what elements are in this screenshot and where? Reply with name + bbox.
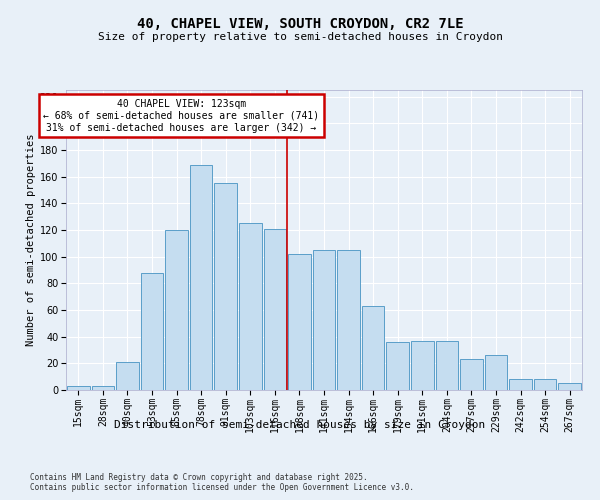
Bar	[460, 360, 483, 390]
Bar	[263, 228, 286, 390]
Bar	[214, 184, 237, 390]
Bar	[485, 356, 508, 390]
Bar	[288, 254, 311, 390]
Text: Size of property relative to semi-detached houses in Croydon: Size of property relative to semi-detach…	[97, 32, 503, 42]
Bar	[165, 230, 188, 390]
Text: 40, CHAPEL VIEW, SOUTH CROYDON, CR2 7LE: 40, CHAPEL VIEW, SOUTH CROYDON, CR2 7LE	[137, 18, 463, 32]
Text: 40 CHAPEL VIEW: 123sqm
← 68% of semi-detached houses are smaller (741)
31% of se: 40 CHAPEL VIEW: 123sqm ← 68% of semi-det…	[43, 100, 320, 132]
Bar	[140, 272, 163, 390]
Text: Distribution of semi-detached houses by size in Croydon: Distribution of semi-detached houses by …	[115, 420, 485, 430]
Bar	[362, 306, 385, 390]
Bar	[436, 340, 458, 390]
Bar	[534, 380, 556, 390]
Bar	[386, 342, 409, 390]
Bar	[239, 224, 262, 390]
Y-axis label: Number of semi-detached properties: Number of semi-detached properties	[26, 134, 35, 346]
Bar	[313, 250, 335, 390]
Bar	[559, 384, 581, 390]
Bar	[92, 386, 114, 390]
Text: Contains HM Land Registry data © Crown copyright and database right 2025.
Contai: Contains HM Land Registry data © Crown c…	[30, 472, 414, 492]
Bar	[337, 250, 360, 390]
Bar	[190, 164, 212, 390]
Bar	[67, 386, 89, 390]
Bar	[411, 340, 434, 390]
Bar	[116, 362, 139, 390]
Bar	[509, 380, 532, 390]
